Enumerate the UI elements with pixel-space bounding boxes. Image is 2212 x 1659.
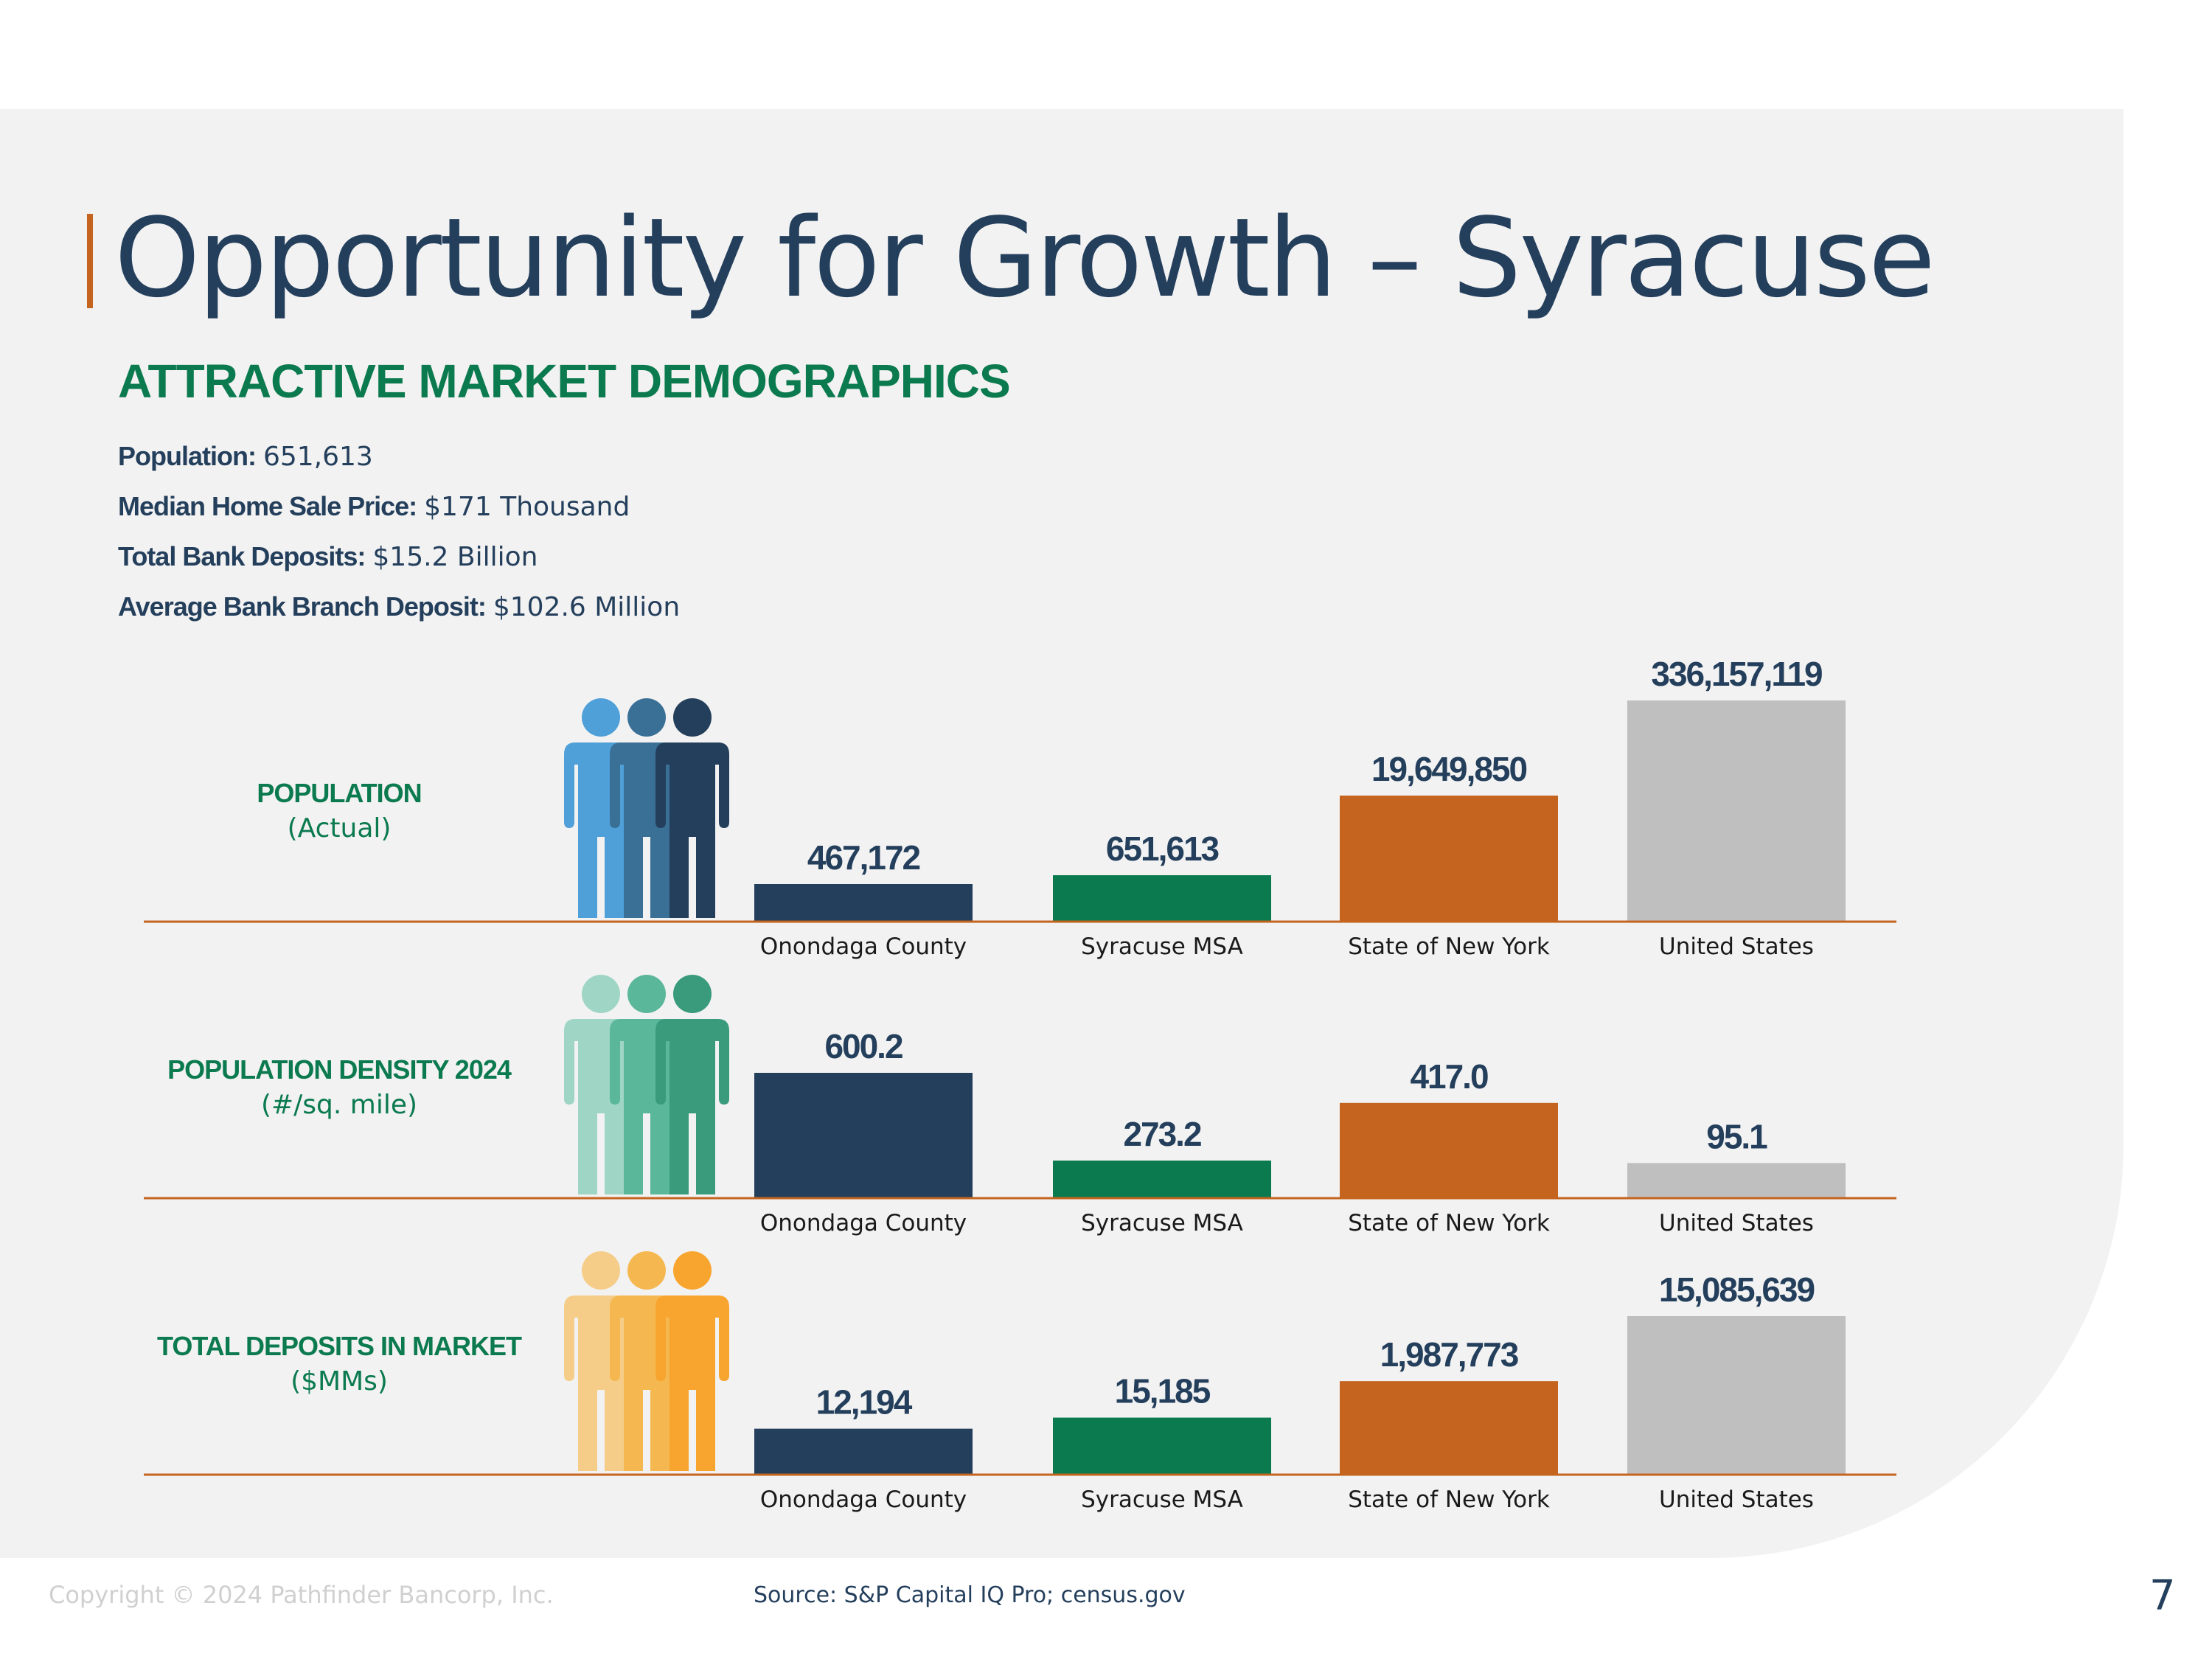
people-population-icon: [564, 698, 729, 918]
bar-value-label: 15,085,639: [1659, 1270, 1815, 1309]
person-head: [582, 698, 620, 737]
category-label: Syracuse MSA: [1081, 1486, 1243, 1513]
category-label: State of New York: [1348, 933, 1550, 960]
category-label: United States: [1659, 1210, 1814, 1237]
stat-label: Population:: [118, 441, 257, 471]
bar-value-label: 467,172: [807, 838, 920, 877]
person-head: [627, 1251, 666, 1290]
bar-value-label: 15,185: [1115, 1372, 1211, 1411]
bar-value-label: 19,649,850: [1371, 750, 1527, 788]
stat-median-home-price: Median Home Sale Price: $171 Thousand: [118, 491, 630, 522]
stat-label: Total Bank Deposits:: [118, 541, 366, 571]
bar-value-label: 273.2: [1123, 1115, 1201, 1153]
bar: [754, 1073, 973, 1198]
people-density-icon: [564, 975, 729, 1194]
row-label-density: POPULATION DENSITY 2024 (#/sq. mile): [140, 1054, 538, 1120]
row-subtitle: ($MMs): [291, 1366, 388, 1397]
people-deposits-icon: [564, 1251, 729, 1471]
person-head: [627, 975, 666, 1013]
bar: [1627, 1316, 1846, 1475]
bar-value-label: 12,194: [816, 1383, 913, 1422]
category-label: State of New York: [1348, 1210, 1550, 1237]
category-label: United States: [1659, 933, 1814, 960]
bar-value-label: 651,613: [1106, 830, 1219, 868]
row-subtitle: (#/sq. mile): [260, 1090, 418, 1120]
person-head: [627, 698, 666, 737]
person-body: [655, 1019, 729, 1194]
person-figure: [655, 698, 729, 918]
category-label: Syracuse MSA: [1081, 1210, 1243, 1237]
bar-value-label: 95.1: [1706, 1117, 1767, 1155]
category-label: Onondaga County: [760, 933, 967, 960]
bar: [1340, 796, 1558, 922]
row-title: POPULATION DENSITY 2024: [167, 1054, 512, 1085]
bar-value-label: 1,987,773: [1380, 1335, 1518, 1374]
bar-value-label: 336,157,119: [1651, 655, 1822, 693]
person-figure: [655, 975, 729, 1194]
bar-value-label: 417.0: [1410, 1057, 1488, 1096]
person-head: [673, 1251, 712, 1290]
bar: [1053, 875, 1271, 922]
person-figure: [655, 1251, 729, 1471]
bar: [1053, 1417, 1271, 1475]
bar: [1627, 1163, 1846, 1198]
person-head: [582, 1251, 620, 1290]
row-label-population: POPULATION (Actual): [243, 778, 435, 844]
category-label: Onondaga County: [760, 1210, 967, 1237]
stat-label: Average Bank Branch Deposit:: [118, 591, 487, 622]
section-subtitle: ATTRACTIVE MARKET DEMOGRAPHICS: [118, 355, 1011, 408]
person-body: [655, 742, 729, 918]
bar: [1340, 1381, 1558, 1475]
stat-label: Median Home Sale Price:: [118, 491, 417, 521]
bar: [754, 884, 973, 922]
title-accent-bar: [87, 214, 93, 308]
stat-population: Population: 651,613: [118, 441, 373, 472]
bar: [1053, 1161, 1271, 1198]
stat-avg-branch-deposit: Average Bank Branch Deposit: $102.6 Milli…: [118, 591, 680, 622]
person-head: [673, 698, 712, 737]
row-label-deposits: TOTAL DEPOSITS IN MARKET ($MMs): [133, 1331, 546, 1397]
page-title: Opportunity for Growth – Syracuse: [114, 195, 1935, 321]
source-text: Source: S&P Capital IQ Pro; census.gov: [754, 1582, 1186, 1608]
stat-value: $15.2 Billion: [372, 542, 538, 572]
person-head: [582, 975, 620, 1013]
category-label: Syracuse MSA: [1081, 933, 1243, 960]
stat-total-deposits: Total Bank Deposits: $15.2 Billion: [118, 541, 538, 572]
bar: [1340, 1102, 1558, 1198]
stat-value: 651,613: [262, 442, 373, 472]
page-number: 7: [2149, 1572, 2176, 1620]
bar: [1627, 700, 1846, 922]
row-subtitle: (Actual): [287, 813, 392, 844]
row-title: POPULATION: [257, 778, 422, 808]
category-label: Onondaga County: [760, 1486, 967, 1513]
stat-value: $171 Thousand: [424, 492, 630, 522]
person-head: [673, 975, 712, 1013]
copyright-text: Copyright © 2024 Pathfinder Bancorp, Inc…: [49, 1581, 554, 1609]
row-title: TOTAL DEPOSITS IN MARKET: [156, 1331, 522, 1361]
person-body: [655, 1295, 729, 1471]
bar: [754, 1428, 973, 1475]
category-label: State of New York: [1348, 1486, 1550, 1513]
stat-value: $102.6 Million: [493, 592, 681, 622]
category-label: United States: [1659, 1486, 1814, 1513]
bar-value-label: 600.2: [824, 1027, 902, 1065]
